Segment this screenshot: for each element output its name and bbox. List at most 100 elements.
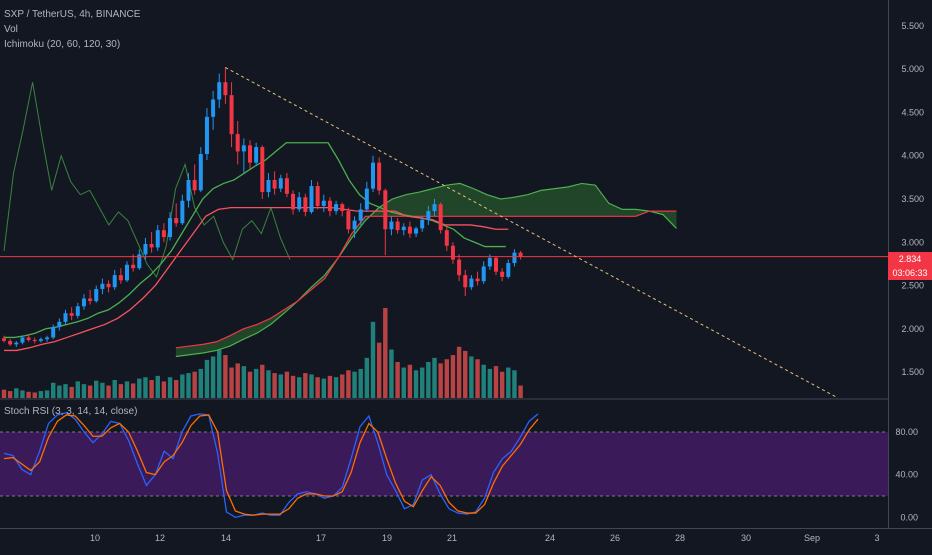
volume-bar [51, 382, 56, 398]
candle-body [518, 252, 523, 257]
candle-body [2, 338, 6, 341]
candle-body [358, 209, 363, 221]
candle-body [420, 219, 425, 229]
price-tick-label: 4.500 [901, 107, 924, 117]
volume-bar [487, 368, 493, 398]
candle-body [248, 145, 252, 163]
volume-bar [44, 390, 50, 398]
volume-bar [395, 362, 400, 398]
volume-bar [186, 373, 191, 398]
volume-bar [198, 368, 203, 398]
candle-body [118, 275, 123, 281]
candle-body [457, 259, 462, 276]
ichimoku-legend[interactable]: Ichimoku (20, 60, 120, 30) [4, 39, 121, 50]
price-tick-label: 3.500 [901, 194, 924, 204]
volume-bar [333, 377, 339, 398]
volume-bar [106, 385, 111, 398]
volume-bar [217, 349, 222, 398]
candle-body [469, 278, 474, 288]
volume-bar [130, 383, 136, 398]
time-tick-label: 3 [874, 533, 879, 543]
volume-legend[interactable]: Vol [4, 24, 18, 35]
volume-bar [260, 364, 265, 398]
volume-bar [1, 389, 7, 398]
volume-bar [143, 377, 148, 398]
time-tick-label: 12 [155, 533, 165, 543]
ichimoku-base-line [4, 207, 509, 352]
candle-body [14, 342, 19, 345]
volume-bar [137, 378, 142, 398]
candle-body [303, 197, 308, 212]
volume-bar [284, 371, 290, 398]
candle-body [38, 339, 43, 341]
volume-bar [481, 364, 486, 398]
candle-body [112, 275, 117, 288]
candle-body [106, 283, 111, 288]
candle-body [481, 266, 486, 282]
volume-bar [340, 374, 345, 398]
volume-bar [81, 384, 87, 398]
volume-bar [303, 373, 308, 398]
volume-bar [223, 355, 228, 398]
candle-body [389, 221, 394, 230]
candle-body [383, 190, 388, 230]
price-tick-label: 2.500 [901, 281, 924, 291]
volume-bar [118, 384, 124, 398]
candle-body [340, 204, 345, 212]
candle-body [155, 230, 160, 248]
candle-body [180, 200, 185, 224]
volume-bar [204, 359, 210, 398]
candle-body [284, 178, 289, 194]
stoch-tick-label: 80.00 [895, 427, 918, 437]
volume-bar [253, 368, 259, 398]
time-tick-label: 10 [90, 533, 100, 543]
volume-bar [297, 377, 302, 398]
volume-bar [7, 391, 13, 398]
candle-body [32, 340, 37, 342]
volume-bar [94, 380, 99, 398]
candle-body [426, 211, 431, 220]
candle-body [377, 162, 382, 191]
candle-body [278, 178, 283, 189]
volume-bar [38, 391, 44, 398]
candle-body [327, 200, 332, 212]
ichimoku-lagging-span [3, 82, 291, 278]
candle-body [297, 197, 302, 210]
candle-body [432, 204, 437, 212]
candle-body [414, 228, 419, 234]
price-tick-label: 3.000 [901, 237, 924, 247]
volume-bar [401, 367, 406, 398]
candle-body [364, 188, 369, 210]
volume-bar [167, 377, 173, 398]
candle-body [63, 313, 68, 322]
volume-bar [63, 384, 68, 398]
symbol-legend[interactable]: SXP / TetherUS, 4h, BINANCE [4, 9, 141, 20]
candle-body [444, 230, 449, 246]
volume-bar [87, 385, 93, 398]
candle-body [463, 275, 468, 288]
volume-bar [161, 381, 167, 398]
volume-bar [272, 373, 277, 398]
volume-bar [241, 366, 247, 398]
volume-bar [149, 380, 154, 398]
candle-body [149, 243, 154, 248]
stoch-tick-label: 0.00 [900, 512, 918, 522]
volume-bar [432, 357, 437, 398]
candle-body [487, 257, 492, 267]
candle-body [254, 147, 259, 163]
volume-bar [475, 359, 480, 398]
volume-bar [469, 356, 474, 398]
time-tick-label: 28 [675, 533, 685, 543]
volume-bar [463, 350, 468, 398]
candle-body [352, 220, 357, 230]
candle-body [309, 186, 314, 212]
volume-bar [155, 375, 160, 398]
volume-bar [376, 342, 382, 398]
candle-body [371, 162, 375, 189]
stoch-rsi-legend[interactable]: Stoch RSI (3, 3, 14, 14, close) [4, 406, 138, 417]
candle-body [272, 179, 277, 189]
volume-bar [518, 385, 523, 398]
volume-bar [57, 385, 62, 398]
